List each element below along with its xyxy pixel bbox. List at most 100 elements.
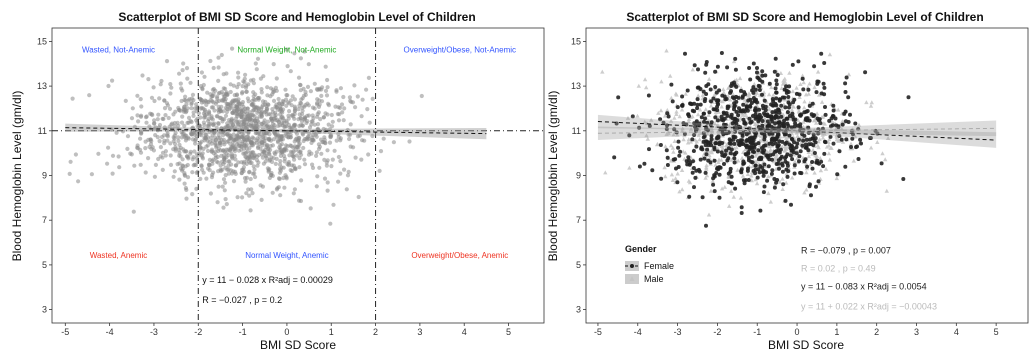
data-point [336, 131, 341, 137]
male-data-point [754, 181, 760, 186]
data-point [201, 146, 206, 151]
male-data-point [827, 137, 832, 142]
data-point [234, 108, 239, 113]
female-data-point [741, 159, 746, 164]
data-point [300, 111, 305, 117]
data-point [73, 152, 78, 157]
female-data-point [757, 107, 762, 112]
male-data-point [670, 178, 676, 182]
data-point [251, 156, 256, 161]
male-data-point [737, 76, 743, 81]
data-point [224, 109, 229, 115]
female-data-point [685, 162, 690, 167]
female-data-point [761, 190, 766, 195]
male-data-point [804, 187, 809, 192]
data-point [366, 152, 371, 157]
data-point [271, 156, 276, 161]
male-data-point [659, 79, 664, 84]
data-point [76, 179, 81, 184]
male-data-point [731, 194, 736, 199]
data-point [348, 98, 353, 103]
data-point [248, 140, 254, 146]
male-data-point [782, 148, 787, 153]
data-point [347, 136, 352, 142]
female-data-point [772, 177, 777, 181]
female-data-point [749, 159, 754, 164]
female-data-point [739, 169, 744, 173]
female-data-point [835, 172, 840, 177]
data-point [135, 93, 140, 98]
female-data-point [790, 111, 795, 116]
male-data-point [815, 69, 821, 74]
male-data-point [719, 104, 724, 109]
data-point [228, 82, 233, 87]
right-x-tick-label: -4 [634, 327, 642, 337]
right-y-tick-label: 11 [572, 126, 581, 136]
female-data-point [754, 97, 758, 102]
male-data-point [826, 140, 831, 144]
female-data-point [741, 102, 746, 107]
data-point [247, 193, 252, 198]
data-point [325, 158, 330, 163]
female-data-point [728, 151, 733, 156]
left-quadrant-labels: Wasted, Not-Anemic Normal Weight, Not-Ane… [82, 46, 516, 305]
male-data-point [734, 77, 739, 82]
female-data-point [646, 93, 651, 98]
data-point [262, 118, 267, 123]
female-data-point [789, 202, 793, 207]
data-point [178, 81, 183, 86]
data-point [241, 151, 246, 156]
data-point [338, 171, 343, 176]
female-data-point [831, 103, 836, 108]
female-data-point [704, 152, 709, 157]
female-data-point [769, 114, 774, 119]
female-data-point [682, 132, 687, 136]
data-point [179, 135, 184, 140]
data-point [314, 153, 319, 158]
female-data-point [699, 115, 704, 120]
data-point [189, 106, 194, 111]
data-point [266, 102, 271, 107]
data-point [216, 55, 221, 60]
stats-annotation: y = 11 − 0.028 x R²adj = 0.00029 [202, 275, 333, 285]
female-data-point [747, 126, 752, 131]
male-data-point [818, 156, 823, 160]
female-data-point [705, 139, 709, 144]
female-data-point [777, 166, 781, 171]
data-point [255, 56, 261, 61]
male-data-point [749, 173, 754, 178]
data-point [308, 89, 313, 94]
male-data-point [810, 151, 815, 156]
data-point [149, 95, 155, 100]
female-data-point [846, 120, 851, 124]
female-data-point [691, 166, 696, 170]
female-data-point [704, 62, 709, 67]
data-point [300, 132, 306, 137]
data-point [278, 153, 283, 158]
data-point [283, 87, 288, 92]
male-data-point [780, 144, 785, 149]
data-point [188, 119, 193, 124]
data-point [298, 83, 303, 88]
data-point [225, 132, 230, 137]
right-chart-panel: Scatterplot of BMI SD Score and Hemoglob… [546, 10, 1029, 352]
female-data-point [747, 116, 752, 121]
data-point [224, 71, 229, 76]
male-data-point [664, 48, 669, 53]
data-point [248, 176, 253, 182]
data-point [266, 119, 271, 124]
male-data-point [756, 132, 761, 137]
data-point [222, 188, 227, 193]
data-point [215, 114, 220, 119]
data-point [299, 101, 304, 106]
male-data-point [645, 136, 650, 141]
data-point [252, 124, 257, 129]
data-point [292, 51, 297, 56]
data-point [206, 116, 211, 122]
data-point [288, 69, 293, 74]
male-data-point [768, 133, 773, 138]
female-data-point [848, 112, 852, 117]
data-point [309, 119, 314, 124]
female-data-point [787, 133, 792, 138]
data-point [244, 157, 249, 162]
